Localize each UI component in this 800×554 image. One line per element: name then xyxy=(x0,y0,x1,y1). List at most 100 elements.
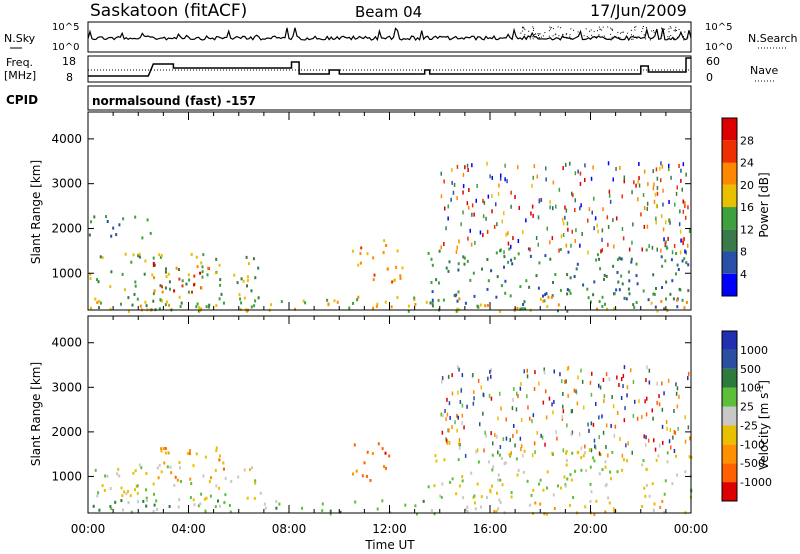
noise-search-dot xyxy=(533,27,535,29)
power-cell xyxy=(547,295,550,299)
power-cell xyxy=(437,298,440,302)
power-cell xyxy=(656,191,659,196)
power-cell xyxy=(396,249,399,253)
power-cell xyxy=(564,215,566,220)
power-cell xyxy=(539,297,542,301)
power-cell xyxy=(567,250,570,254)
velocity-cell xyxy=(622,458,625,462)
power-cell xyxy=(507,260,510,264)
velocity-cell xyxy=(474,507,477,511)
velocity-cell xyxy=(451,391,454,396)
power-cell xyxy=(580,203,582,208)
velocity-cell xyxy=(610,423,612,428)
power-cell xyxy=(569,291,572,295)
power-cell xyxy=(646,206,648,211)
power-cell xyxy=(601,295,604,299)
velocity-cell xyxy=(461,373,464,378)
colorbar-swatch xyxy=(722,463,737,483)
velocity-cell xyxy=(96,494,99,498)
velocity-cell xyxy=(605,423,608,428)
velocity-cell xyxy=(522,470,525,474)
power-cell xyxy=(178,277,181,281)
power-cell xyxy=(200,286,203,290)
power-cell xyxy=(524,307,527,311)
velocity-colorbar-tick: -100 xyxy=(740,438,765,451)
velocity-cell xyxy=(658,394,660,399)
power-cell xyxy=(599,267,602,271)
power-cell xyxy=(507,231,509,236)
noise-search-dot xyxy=(605,37,607,39)
noise-search-dot xyxy=(583,35,585,37)
velocity-cell xyxy=(491,484,493,488)
velocity-cell xyxy=(192,464,195,468)
velocity-cell xyxy=(329,509,332,513)
power-cell xyxy=(136,297,139,301)
power-cell xyxy=(352,301,354,305)
power-panel-bg xyxy=(88,112,691,310)
velocity-cell xyxy=(208,480,211,484)
velocity-cell xyxy=(622,384,624,389)
noise-search-dot xyxy=(549,26,551,28)
velocity-cell xyxy=(666,426,668,431)
power-cell xyxy=(546,226,548,231)
velocity-cell xyxy=(546,470,549,474)
power-cell xyxy=(628,247,631,252)
velocity-cell xyxy=(443,458,446,462)
power-cell xyxy=(372,278,375,282)
noise-search-dot xyxy=(611,29,613,31)
velocity-cell xyxy=(643,434,645,439)
power-cell xyxy=(660,300,663,303)
velocity-cell xyxy=(626,393,628,398)
velocity-cell xyxy=(454,420,456,425)
power-cell xyxy=(351,249,354,253)
velocity-cell xyxy=(517,468,520,472)
velocity-cell xyxy=(516,391,518,396)
velocity-cell xyxy=(598,451,601,456)
velocity-cell xyxy=(668,439,671,444)
power-cell xyxy=(447,204,449,209)
power-cell xyxy=(175,266,178,270)
power-cell xyxy=(164,303,167,307)
power-cell xyxy=(662,227,665,232)
velocity-cell xyxy=(678,394,680,399)
power-cell xyxy=(99,255,102,259)
noise-search-dot xyxy=(591,34,593,36)
power-cell xyxy=(484,304,487,308)
power-cell xyxy=(530,211,532,216)
power-cell xyxy=(519,307,522,311)
power-cell xyxy=(613,244,615,249)
power-cell xyxy=(607,161,610,166)
noise-search-dot xyxy=(683,39,685,41)
velocity-cell xyxy=(461,403,464,408)
velocity-cell xyxy=(490,368,492,373)
velocity-cell xyxy=(519,436,522,441)
velocity-cell xyxy=(657,454,660,458)
noise-search-dot xyxy=(528,30,530,32)
velocity-cell xyxy=(152,482,155,486)
velocity-cell xyxy=(598,415,600,420)
noise-search-dot xyxy=(569,34,571,36)
power-cell xyxy=(593,280,596,284)
power-cell xyxy=(653,292,656,296)
power-cell xyxy=(566,221,569,226)
velocity-cell xyxy=(631,450,633,455)
velocity-cell xyxy=(641,504,644,508)
velocity-cell xyxy=(197,504,200,508)
noise-search-dot xyxy=(619,37,621,39)
power-yticks: 1000 2000 3000 4000 xyxy=(51,132,691,280)
velocity-cell xyxy=(533,387,536,391)
velocity-cell xyxy=(572,496,575,499)
power-cell xyxy=(215,257,218,261)
velocity-cell xyxy=(415,512,418,516)
cpid-label: CPID xyxy=(6,93,38,107)
velocity-cell xyxy=(502,437,505,442)
velocity-cell xyxy=(253,496,256,500)
noise-search-dot xyxy=(673,37,675,39)
velocity-cell xyxy=(663,510,666,514)
noise-search-dot xyxy=(525,38,527,40)
freq-left-label-1: Freq. xyxy=(6,56,33,69)
power-cell xyxy=(655,220,657,225)
power-cell xyxy=(168,303,171,307)
power-cell xyxy=(496,222,498,227)
freq-left-tick-bottom: 8 xyxy=(66,71,73,84)
